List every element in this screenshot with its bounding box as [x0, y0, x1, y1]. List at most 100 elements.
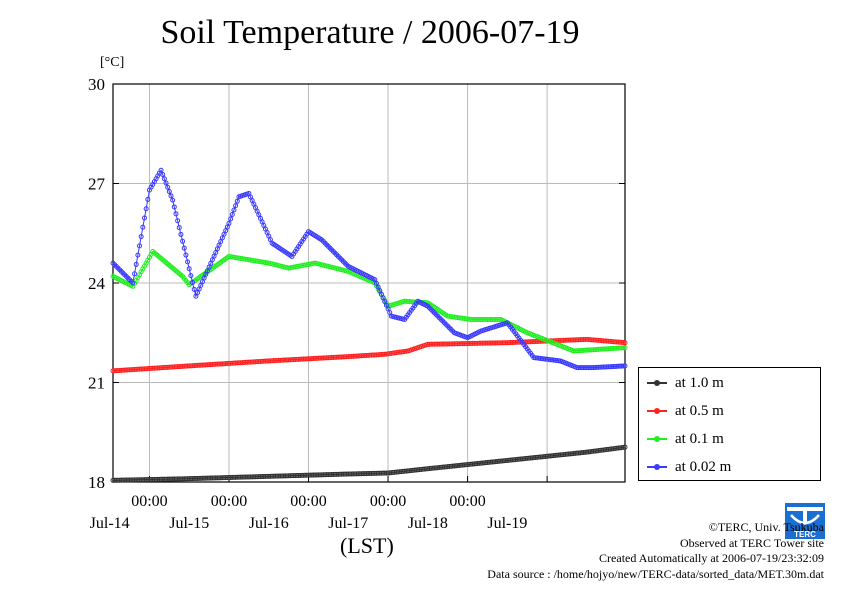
- series-point: [324, 355, 330, 361]
- x-date-label: Jul-16: [249, 515, 289, 532]
- series-point: [289, 473, 295, 479]
- series-point: [176, 225, 182, 231]
- series-point: [352, 353, 358, 359]
- chart-legend: at 1.0 m at 0.5 m at 0.1 m at 0.02 m: [638, 367, 821, 481]
- series-point: [475, 340, 481, 346]
- series-point: [352, 471, 358, 477]
- series-point: [115, 477, 121, 483]
- series-point: [599, 364, 605, 370]
- series-point: [135, 252, 141, 258]
- series-point: [206, 362, 212, 368]
- x-tick-label: 00:00: [370, 493, 406, 510]
- series-point: [600, 346, 606, 352]
- series-point: [243, 359, 249, 365]
- series-point: [357, 471, 363, 477]
- series-point: [277, 357, 283, 363]
- series-point: [188, 273, 194, 279]
- x-date-label: Jul-19: [487, 515, 527, 532]
- series-point: [428, 341, 434, 347]
- series-point: [425, 341, 431, 347]
- series-point: [330, 471, 336, 477]
- series-point: [228, 216, 234, 222]
- series-point: [248, 474, 254, 480]
- credit-line: ©TERC, Univ. Tsukuba: [708, 520, 824, 534]
- series-point: [266, 358, 272, 364]
- series-point: [612, 345, 618, 351]
- series-point: [354, 471, 360, 477]
- series-point: [577, 348, 583, 354]
- series-point: [138, 234, 144, 240]
- x-date-label: Jul-15: [169, 515, 209, 532]
- series-point: [614, 363, 620, 369]
- series-point: [589, 347, 595, 353]
- series-point: [440, 341, 446, 347]
- series-point: [349, 353, 355, 359]
- plot-frame: [112, 83, 626, 483]
- series-point: [622, 345, 628, 351]
- series-point: [595, 364, 601, 370]
- y-axis-unit: [°C]: [100, 55, 125, 70]
- series-point: [267, 473, 273, 479]
- series-point: [297, 356, 303, 362]
- series-point: [383, 470, 389, 476]
- series-point: [304, 472, 310, 478]
- series-point: [190, 363, 196, 369]
- series-point: [112, 477, 118, 483]
- series-point: [475, 316, 481, 322]
- series-point: [284, 473, 290, 479]
- series-point: [577, 365, 583, 371]
- series-point: [127, 477, 133, 483]
- series-point: [327, 355, 333, 361]
- series-point: [372, 470, 378, 476]
- series-point: [484, 316, 490, 322]
- x-tick-label: 00:00: [449, 493, 485, 510]
- series-point: [231, 360, 237, 366]
- series-point: [233, 203, 239, 209]
- series-point: [226, 475, 232, 481]
- series-point: [481, 316, 487, 322]
- series-point: [557, 337, 563, 343]
- series-point: [191, 476, 197, 482]
- series-point: [619, 363, 625, 369]
- series-point: [528, 339, 534, 345]
- series-point: [511, 339, 517, 345]
- y-tick-label: 27: [88, 175, 106, 194]
- series-point: [128, 367, 134, 373]
- series-point: [592, 347, 598, 353]
- series-point: [135, 366, 141, 372]
- series-point: [156, 365, 162, 371]
- series-point: [503, 340, 509, 346]
- series-point: [426, 341, 432, 347]
- series-point: [584, 347, 590, 353]
- series-point: [143, 366, 149, 372]
- series-point: [368, 470, 374, 476]
- series-point: [161, 176, 167, 182]
- series-point: [604, 364, 610, 370]
- series-point: [292, 473, 298, 479]
- legend-swatch: [647, 461, 667, 473]
- series-point: [599, 346, 605, 352]
- series-point: [282, 357, 288, 363]
- series-point: [193, 475, 199, 481]
- series-point: [476, 316, 482, 322]
- credit-line: Created Automatically at 2006-07-19/23:3…: [599, 551, 824, 565]
- series-point: [465, 341, 471, 347]
- series-point: [198, 362, 204, 368]
- series-point: [141, 477, 147, 483]
- logo-text: TERC: [794, 530, 816, 539]
- series-point: [483, 340, 489, 346]
- series-point: [148, 477, 154, 483]
- chart-title: Soil Temperature / 2006-07-19: [160, 14, 580, 51]
- series-point: [183, 252, 189, 258]
- series-point: [468, 340, 474, 346]
- series-point: [166, 364, 172, 370]
- series-point: [150, 365, 156, 371]
- series-point: [236, 360, 242, 366]
- series-point: [233, 360, 239, 366]
- series-point: [204, 362, 210, 368]
- series-point: [380, 470, 386, 476]
- series-point: [466, 340, 472, 346]
- series-point: [234, 474, 240, 480]
- series-point: [350, 353, 356, 359]
